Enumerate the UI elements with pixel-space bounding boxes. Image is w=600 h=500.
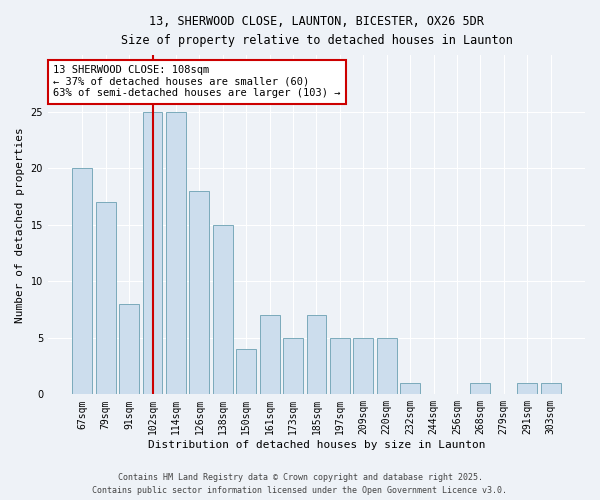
Bar xyxy=(377,338,397,394)
Bar xyxy=(517,383,537,394)
Bar xyxy=(143,112,163,395)
Bar xyxy=(190,191,209,394)
Text: 13 SHERWOOD CLOSE: 108sqm
← 37% of detached houses are smaller (60)
63% of semi-: 13 SHERWOOD CLOSE: 108sqm ← 37% of detac… xyxy=(53,66,341,98)
Bar xyxy=(307,315,326,394)
Bar xyxy=(236,349,256,395)
Bar xyxy=(353,338,373,394)
Text: Contains HM Land Registry data © Crown copyright and database right 2025.
Contai: Contains HM Land Registry data © Crown c… xyxy=(92,474,508,495)
Title: 13, SHERWOOD CLOSE, LAUNTON, BICESTER, OX26 5DR
Size of property relative to det: 13, SHERWOOD CLOSE, LAUNTON, BICESTER, O… xyxy=(121,15,512,47)
Bar xyxy=(400,383,420,394)
Bar xyxy=(73,168,92,394)
Bar xyxy=(470,383,490,394)
Bar xyxy=(166,112,186,395)
Bar xyxy=(213,224,233,394)
Bar xyxy=(330,338,350,394)
Bar xyxy=(119,304,139,394)
Bar xyxy=(260,315,280,394)
Bar xyxy=(541,383,560,394)
Y-axis label: Number of detached properties: Number of detached properties xyxy=(15,127,25,322)
X-axis label: Distribution of detached houses by size in Launton: Distribution of detached houses by size … xyxy=(148,440,485,450)
Bar xyxy=(283,338,303,394)
Bar xyxy=(96,202,116,394)
